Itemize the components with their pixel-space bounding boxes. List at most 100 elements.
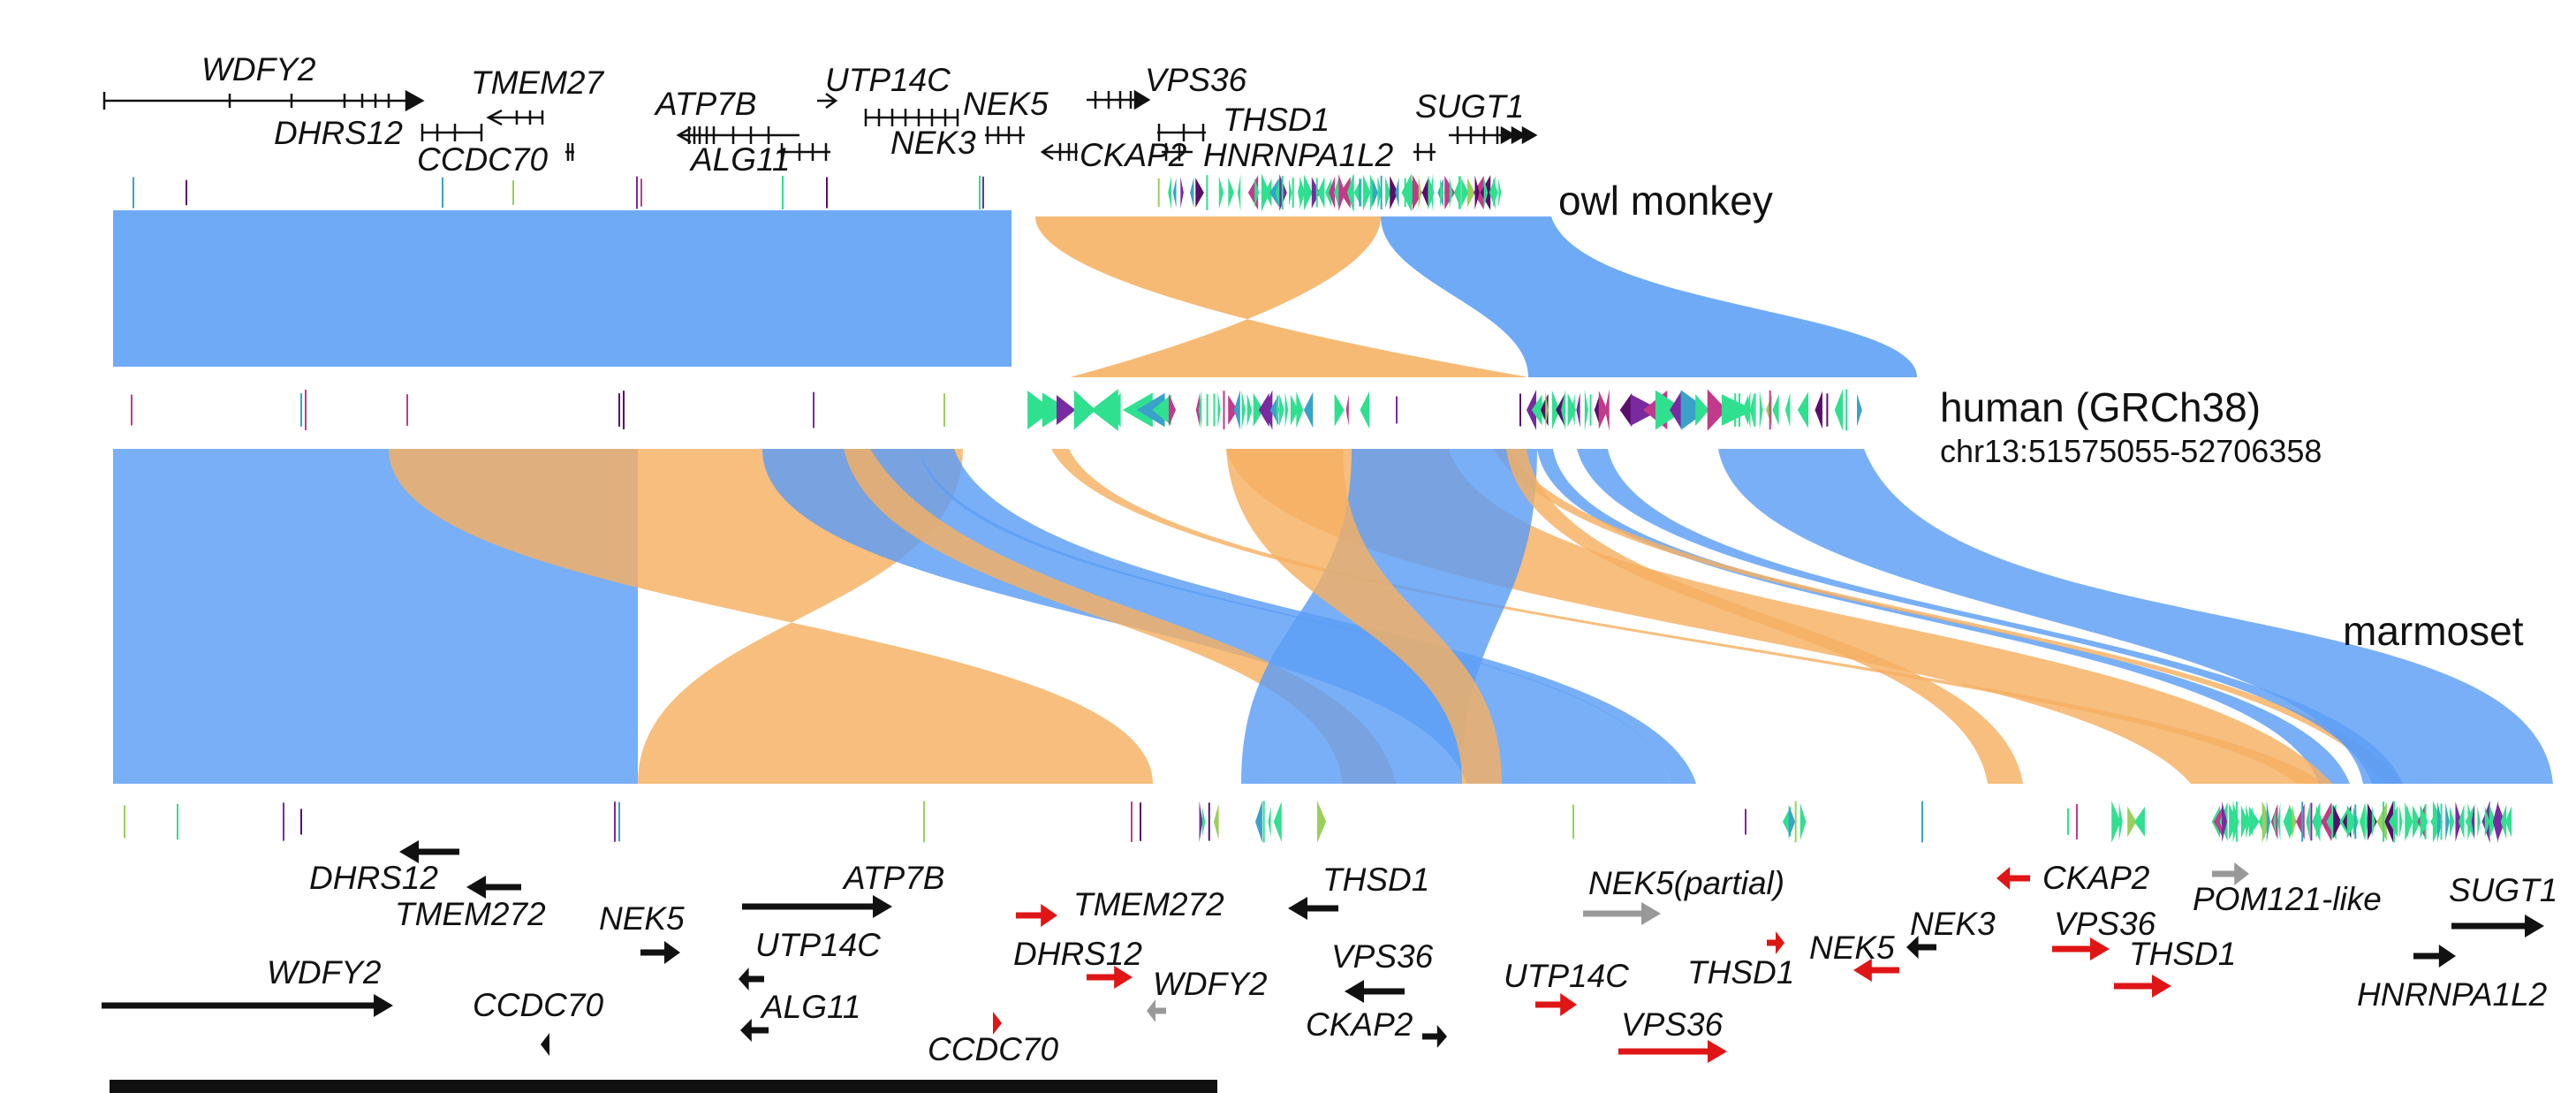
repeat-element — [1429, 173, 1434, 212]
repeat-element — [1531, 394, 1542, 426]
gene-model-hnrnpa1l2 — [1413, 143, 1436, 161]
repeat-element — [923, 801, 925, 843]
gene-arrow-head — [1776, 931, 1784, 954]
gene-arrow-head — [399, 840, 419, 863]
repeat-element — [1107, 392, 1121, 428]
repeat-element — [1269, 178, 1279, 208]
repeat-element — [1401, 173, 1412, 212]
repeat-element — [1289, 178, 1292, 207]
repeat-element — [1290, 394, 1299, 426]
repeat-element — [1815, 391, 1822, 429]
repeat-element — [1237, 174, 1241, 211]
repeat-element — [133, 177, 134, 209]
repeat-element — [2393, 801, 2396, 843]
repeat-element — [1377, 176, 1382, 209]
repeat-element — [1157, 178, 1160, 208]
repeat-element — [1057, 394, 1076, 426]
top-gene-label: VPS36 — [1145, 62, 1247, 98]
repeat-element — [2283, 805, 2290, 839]
repeat-element — [2273, 806, 2277, 838]
repeat-element — [2406, 805, 2412, 839]
human-repeat-track — [131, 389, 1862, 431]
repeat-element — [1246, 393, 1253, 427]
repeat-element — [2412, 805, 2421, 839]
repeat-element — [2467, 802, 2474, 841]
repeat-element — [2111, 801, 2121, 843]
gene-arrow — [1618, 1040, 1727, 1063]
species-label-marmoset: marmoset — [2343, 608, 2524, 654]
gene-arrow-head — [2152, 975, 2171, 998]
repeat-element — [1269, 394, 1279, 426]
gene-arrow-head — [1288, 897, 1307, 920]
gene-arrow — [1087, 966, 1133, 989]
repeat-element — [1292, 178, 1294, 208]
repeat-element — [1707, 389, 1727, 431]
gene-arrow — [739, 968, 764, 991]
repeat-element — [1279, 393, 1284, 427]
bottom-gene-label: TMEM272 — [395, 896, 546, 932]
repeat-element — [636, 176, 638, 209]
gene-model-dhrs12 — [420, 124, 483, 141]
repeat-element — [2306, 802, 2310, 841]
repeat-element — [1304, 174, 1313, 211]
repeat-element — [614, 801, 616, 842]
top-gene-labels: WDFY2 TMEM27 DHRS12 CCDC70 ATP7B ALG11 U… — [201, 51, 1524, 178]
repeat-element — [1594, 393, 1601, 427]
repeat-element — [1493, 178, 1498, 208]
gene-arrow — [1853, 959, 1899, 982]
gene-arrow-head — [1853, 959, 1872, 982]
repeat-element — [2067, 808, 2069, 836]
repeat-element — [1254, 178, 1260, 208]
repeat-element — [2292, 803, 2296, 840]
top-gene-label: DHRS12 — [274, 115, 403, 151]
repeat-element — [1769, 390, 1771, 430]
repeat-element — [1576, 392, 1580, 428]
repeat-element — [1223, 391, 1225, 429]
repeat-element — [1619, 392, 1633, 428]
repeat-element — [131, 394, 133, 426]
repeat-element — [1349, 173, 1354, 212]
repeat-element — [1404, 178, 1406, 208]
gene-arrow-head — [1041, 904, 1057, 927]
repeat-element — [1670, 391, 1682, 429]
gene-model-vps36 — [1087, 89, 1151, 110]
repeat-element — [2505, 806, 2512, 838]
gene-arrow-head — [541, 1033, 549, 1056]
repeat-element — [1195, 178, 1204, 208]
bottom-gene-labels: DHRS12 TMEM272 NEK5 ATP7B UTP14C ALG11 W… — [267, 860, 2557, 1067]
repeat-element — [512, 180, 514, 205]
repeat-element — [1199, 801, 1203, 843]
repeat-element — [1799, 802, 1807, 841]
repeat-element — [1228, 177, 1234, 209]
gene-arrow — [993, 1012, 1002, 1035]
repeat-element — [1268, 805, 1271, 839]
repeat-element — [1168, 393, 1177, 427]
gene-arrow — [2212, 862, 2249, 885]
repeat-element — [1483, 177, 1489, 209]
repeat-element — [1467, 178, 1475, 208]
repeat-element — [1206, 393, 1208, 427]
repeat-element — [1140, 802, 1141, 841]
repeat-element — [982, 176, 984, 209]
repeat-element — [1131, 801, 1133, 842]
repeat-element — [1390, 176, 1398, 209]
repeat-element — [2359, 802, 2366, 841]
top-gene-label: HNRNPA1L2 — [1203, 137, 1394, 173]
bottom-gene-label: VPS36 — [1621, 1006, 1724, 1043]
repeat-element — [1180, 177, 1184, 209]
gene-model-ccdc70 — [565, 143, 574, 161]
repeat-element — [2315, 805, 2323, 839]
repeat-element — [1739, 393, 1741, 427]
repeat-element — [943, 393, 945, 427]
gene-arrow — [2114, 975, 2171, 998]
repeat-element — [1765, 394, 1772, 426]
bottom-gene-label: POM121-like — [2193, 881, 2382, 917]
gene-arrow-head — [873, 895, 892, 918]
repeat-element — [1329, 176, 1336, 209]
top-gene-label: TMEM27 — [471, 65, 605, 101]
repeat-element — [1734, 393, 1737, 427]
repeat-element — [979, 175, 981, 210]
bottom-gene-label: CKAP2 — [1306, 1006, 1413, 1043]
repeat-element — [2424, 804, 2427, 839]
repeat-element — [2354, 804, 2357, 839]
